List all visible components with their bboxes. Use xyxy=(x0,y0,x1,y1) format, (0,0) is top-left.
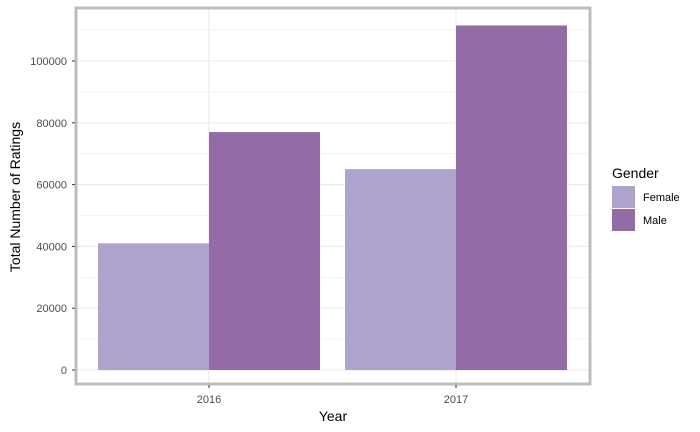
x-axis-title: Year xyxy=(319,408,348,424)
y-tick-label: 100000 xyxy=(30,56,67,68)
bar-female-2016 xyxy=(98,243,209,370)
bar-male-2017 xyxy=(456,25,567,371)
y-tick-label: 20000 xyxy=(36,303,67,315)
bar-male-2016 xyxy=(209,132,320,370)
x-axis-ticks: 2016 2017 xyxy=(197,385,468,406)
y-tick-label: 0 xyxy=(61,365,67,377)
panel-border xyxy=(74,6,592,386)
y-tick-label: 40000 xyxy=(36,241,67,253)
legend-swatch-male xyxy=(612,209,635,231)
y-tick-label: 60000 xyxy=(36,180,67,192)
legend-items: Female Male xyxy=(612,186,680,231)
legend-title: Gender xyxy=(612,165,659,181)
x-tick-label: 2016 xyxy=(197,394,221,406)
legend-swatch-female xyxy=(612,186,635,208)
legend: Gender Female Male xyxy=(612,165,680,231)
y-tick-label: 80000 xyxy=(36,118,67,130)
bars xyxy=(98,25,567,371)
x-tick-label: 2017 xyxy=(444,394,468,406)
bar-female-2017 xyxy=(345,169,456,370)
y-axis-ticks: 0 20000 40000 60000 80000 100000 xyxy=(30,56,75,377)
legend-label-male: Male xyxy=(643,215,667,227)
legend-label-female: Female xyxy=(643,192,680,204)
y-axis-title: Total Number of Ratings xyxy=(7,122,23,272)
